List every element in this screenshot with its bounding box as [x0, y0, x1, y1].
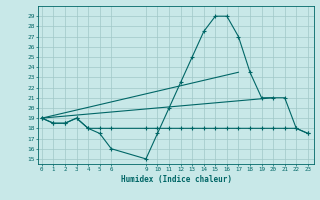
X-axis label: Humidex (Indice chaleur): Humidex (Indice chaleur)	[121, 175, 231, 184]
